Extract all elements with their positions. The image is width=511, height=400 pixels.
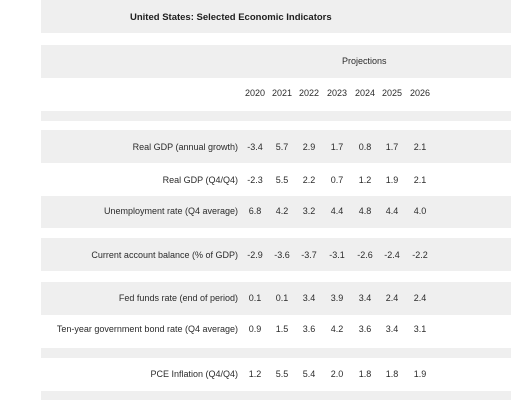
table-cell: 3.4: [302, 293, 316, 303]
table-cell: 6.8: [248, 206, 262, 216]
header-band: [41, 45, 511, 78]
table-cell: 5.7: [275, 142, 289, 152]
year-header: 2022: [298, 88, 320, 98]
row-label: PCE Inflation (Q4/Q4): [150, 369, 238, 379]
table-cell: 2.9: [302, 142, 316, 152]
table-cell: 3.6: [358, 324, 372, 334]
year-header: 2020: [244, 88, 266, 98]
table-cell: 2.2: [302, 175, 316, 185]
year-header: 2023: [326, 88, 348, 98]
row-label: Real GDP (annual growth): [132, 142, 238, 152]
table-cell: 1.2: [248, 369, 262, 379]
table-cell: 4.4: [330, 206, 344, 216]
table-cell: 0.1: [248, 293, 262, 303]
table-cell: 2.0: [330, 369, 344, 379]
row-band-1: [41, 130, 511, 163]
table-cell: 0.1: [275, 293, 289, 303]
row-band-5: [41, 282, 511, 315]
table-cell: -3.6: [274, 250, 290, 260]
table-cell: -3.4: [247, 142, 263, 152]
table-cell: -2.2: [412, 250, 428, 260]
table-cell: 2.1: [413, 175, 427, 185]
table-cell: -2.9: [247, 250, 263, 260]
table-cell: 2.1: [413, 142, 427, 152]
table-cell: 4.2: [330, 324, 344, 334]
table-cell: 1.7: [385, 142, 399, 152]
table-cell: 3.4: [385, 324, 399, 334]
title-band: [41, 0, 511, 33]
table-cell: 5.4: [302, 369, 316, 379]
table-cell: 4.8: [358, 206, 372, 216]
table-cell: 5.5: [275, 369, 289, 379]
table-cell: 1.8: [385, 369, 399, 379]
table-cell: -3.7: [301, 250, 317, 260]
page-title: United States: Selected Economic Indicat…: [130, 12, 332, 23]
table-cell: -2.6: [357, 250, 373, 260]
table-cell: 5.5: [275, 175, 289, 185]
table-cell: 3.1: [413, 324, 427, 334]
year-header: 2025: [381, 88, 403, 98]
table-cell: 0.8: [358, 142, 372, 152]
table-cell: 0.9: [248, 324, 262, 334]
table-cell: -2.3: [247, 175, 263, 185]
table-cell: 1.5: [275, 324, 289, 334]
table-cell: 1.2: [358, 175, 372, 185]
row-label: Unemployment rate (Q4 average): [103, 206, 238, 216]
row-label: Fed funds rate (end of period): [118, 293, 238, 303]
row-label: Real GDP (Q4/Q4): [162, 175, 238, 185]
table-cell: 3.6: [302, 324, 316, 334]
row-label: Current account balance (% of GDP): [91, 250, 238, 260]
table-cell: 1.9: [385, 175, 399, 185]
table-cell: 2.4: [385, 293, 399, 303]
table-cell: 3.4: [358, 293, 372, 303]
row-band-4: [41, 238, 511, 271]
year-header: 2021: [271, 88, 293, 98]
spacer-band: [41, 111, 511, 121]
projections-label: Projections: [342, 56, 387, 66]
spacer-band-2: [41, 348, 511, 358]
table-cell: 3.9: [330, 293, 344, 303]
table-cell: 1.8: [358, 369, 372, 379]
table-cell: -3.1: [329, 250, 345, 260]
table-cell: 1.9: [413, 369, 427, 379]
year-header: 2024: [354, 88, 376, 98]
table-cell: 2.4: [413, 293, 427, 303]
bottom-band: [41, 391, 511, 400]
table-cell: 0.7: [330, 175, 344, 185]
row-label: Ten-year government bond rate (Q4 averag…: [56, 324, 238, 334]
year-header: 2026: [409, 88, 431, 98]
table-cell: 4.0: [413, 206, 427, 216]
table-cell: 4.4: [385, 206, 399, 216]
table-cell: 4.2: [275, 206, 289, 216]
table-cell: 3.2: [302, 206, 316, 216]
table-cell: -2.4: [384, 250, 400, 260]
row-band-3: [41, 196, 511, 228]
table-cell: 1.7: [330, 142, 344, 152]
